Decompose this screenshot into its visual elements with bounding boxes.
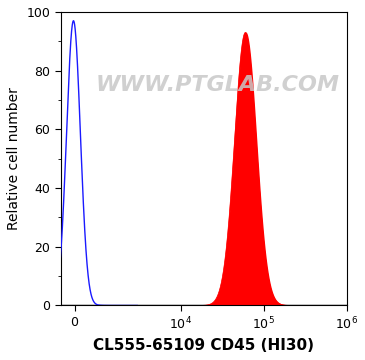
Y-axis label: Relative cell number: Relative cell number — [7, 87, 21, 230]
Text: WWW.PTGLAB.COM: WWW.PTGLAB.COM — [96, 75, 340, 95]
X-axis label: CL555-65109 CD45 (HI30): CL555-65109 CD45 (HI30) — [93, 338, 314, 353]
